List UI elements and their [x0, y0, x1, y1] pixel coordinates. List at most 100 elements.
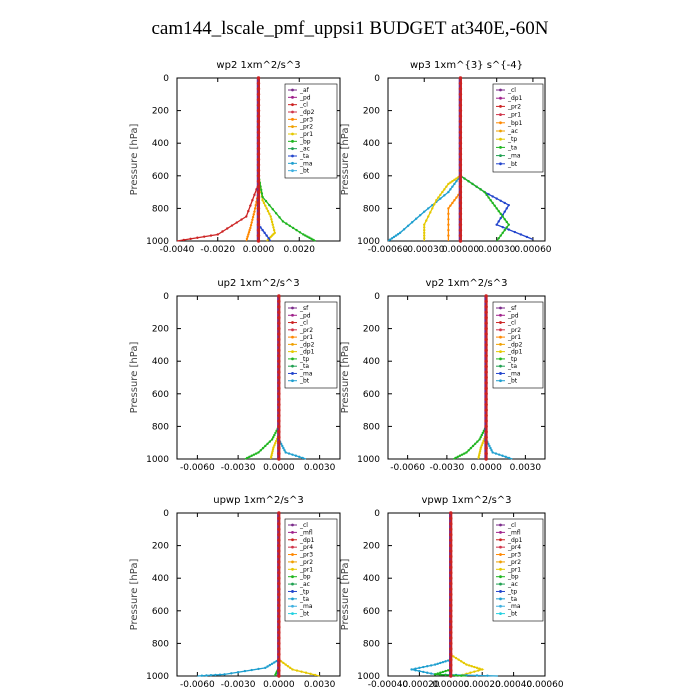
series-point [426, 665, 429, 668]
series-point [478, 450, 482, 453]
panel-title: vp2 1xm^2/s^3 [426, 278, 508, 289]
legend-label: _ta [507, 596, 517, 603]
series-line-ta [197, 513, 280, 677]
zero-profile-point [277, 299, 281, 304]
zero-profile-point [256, 163, 261, 167]
series-point [285, 222, 288, 225]
series-point [439, 193, 442, 197]
zero-profile-point [256, 136, 261, 140]
zero-profile-point [256, 98, 261, 102]
series-point [268, 440, 272, 443]
y-tick-label: 600 [363, 390, 380, 400]
series-point [261, 195, 264, 199]
zero-profile-point [484, 305, 488, 309]
series-point [272, 446, 275, 449]
series-point [270, 220, 274, 224]
series-line-ta [257, 78, 272, 242]
series-point [301, 456, 304, 460]
zero-profile-point [458, 228, 463, 232]
series-point [282, 446, 285, 450]
series-point [449, 181, 452, 184]
series-point [470, 665, 473, 668]
legend-marker [499, 137, 502, 141]
series-point [507, 203, 510, 207]
series-point [499, 199, 502, 202]
series-point [243, 669, 247, 673]
panel-title: vpwp 1xm^2/s^3 [421, 495, 511, 506]
y-tick-label: 1000 [146, 672, 169, 682]
series-point [507, 228, 510, 231]
series-point [270, 662, 274, 665]
legend-marker [291, 103, 294, 107]
series-point [264, 199, 268, 203]
series-point [423, 228, 426, 232]
legend-marker [499, 313, 502, 317]
legend-label: _ta [507, 144, 517, 151]
legend-label: _bp [507, 574, 519, 581]
x-tick-label: 0.00020 [464, 680, 501, 690]
series-point [286, 665, 290, 668]
series-point [441, 670, 445, 674]
y-tick-label: 400 [152, 139, 169, 149]
series-point [453, 199, 456, 202]
zero-profile-point [256, 141, 261, 145]
series-line-ta [387, 78, 462, 242]
zero-profile-point [256, 76, 261, 80]
series-point [266, 209, 270, 213]
series-point [479, 436, 482, 439]
zero-profile-point [484, 408, 488, 412]
series-point [298, 231, 302, 234]
legend-box [284, 83, 338, 179]
y-tick-label: 400 [363, 139, 380, 149]
legend-marker [499, 545, 502, 549]
series-point [209, 234, 213, 237]
zero-profile-point [277, 354, 281, 358]
y-tick-label: 1000 [357, 237, 380, 247]
y-tick-label: 600 [363, 607, 380, 617]
y-tick-label: 400 [152, 574, 169, 584]
plot-frame [387, 77, 546, 242]
zero-profile-point [256, 92, 261, 97]
x-tick-label: -0.0030 [430, 463, 465, 473]
series-point [230, 224, 234, 227]
legend-label: _tp [507, 136, 517, 143]
zero-profile-point [277, 522, 281, 526]
zero-profile-point [484, 332, 488, 336]
zero-profile-point [449, 522, 453, 526]
zero-profile-point [277, 435, 281, 439]
legend-label: _ta [299, 363, 309, 370]
zero-profile-point [256, 223, 261, 227]
series-point [478, 667, 481, 670]
zero-profile-point [484, 451, 488, 456]
series-point [460, 453, 464, 456]
series-point [250, 668, 253, 672]
zero-profile-point [277, 641, 281, 646]
series-point [525, 235, 529, 239]
series-point [271, 450, 274, 453]
legend-marker [291, 313, 294, 317]
series-point [423, 231, 426, 235]
zero-profile-point [484, 435, 488, 439]
series-point [200, 674, 204, 677]
series-point [453, 178, 456, 182]
y-tick-label: 0 [374, 292, 380, 302]
legend-marker [499, 146, 502, 149]
zero-profile-point [484, 299, 488, 304]
legend-label: _pr4 [507, 544, 521, 551]
chart-panel-3: up2 1xm^2/s^3 Pressure [hPa] 0 200 400 600 800… [129, 278, 341, 473]
legend-label: _pr1 [507, 566, 521, 573]
zero-profile-point [458, 223, 463, 227]
zero-profile-point [449, 668, 453, 673]
legend-marker [291, 357, 294, 361]
legend-marker [291, 328, 294, 332]
zero-profile-point [256, 201, 261, 205]
legend-marker [291, 604, 294, 608]
series-point [445, 185, 448, 188]
series-point [453, 182, 456, 186]
legend-label: _sf [507, 305, 517, 312]
legend-label: _dp1 [299, 537, 315, 544]
series-point [406, 224, 410, 227]
series-point [494, 452, 498, 455]
series-point [304, 234, 307, 237]
series-point [435, 199, 438, 202]
